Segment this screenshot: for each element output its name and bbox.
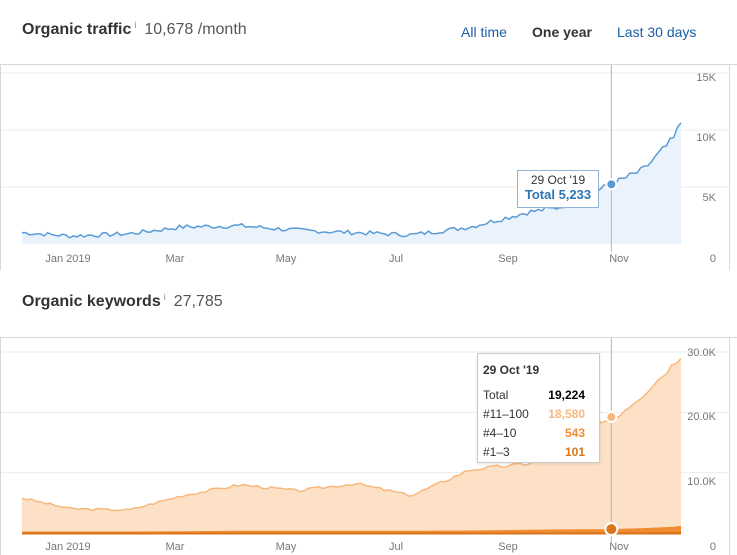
keywords-xtick: Jan 2019 (45, 541, 90, 553)
tooltip-row-label: Total (483, 388, 509, 402)
traffic-value: 10,678 /month (144, 21, 247, 38)
keywords-ytick: 20.0K (687, 411, 716, 423)
traffic-ytick: 0 (710, 253, 716, 265)
keywords-xtick: Nov (609, 541, 629, 553)
keywords-tooltip-rows: Total 19,224 #11–100 18,580 #4–10 543 #1–3 1… (483, 386, 585, 462)
keywords-tooltip: 29 Oct '19 Total 19,224 #11–100 18,580 #4–… (477, 353, 600, 463)
keywords-hover-point-11-100 (605, 411, 618, 424)
traffic-xtick: Nov (609, 253, 629, 265)
traffic-title-row: Organic traffic i 10,678 /month (22, 20, 247, 39)
tooltip-row-total: Total 19,224 (483, 386, 585, 405)
keywords-hover-point-top (604, 522, 619, 537)
tooltip-row-1-3: #1–3 101 (483, 443, 585, 462)
traffic-chart[interactable]: 15K 10K 5K 0 Jan 2019 Mar May Jul Sep No… (0, 0, 737, 270)
tooltip-row-value: 543 (564, 426, 585, 440)
keywords-value: 27,785 (173, 293, 223, 310)
traffic-xtick: Sep (498, 253, 518, 265)
keywords-xtick: May (276, 541, 297, 553)
keywords-xtick: Mar (166, 541, 185, 553)
tooltip-row-value: 18,580 (548, 407, 585, 421)
keywords-area-11-100 (22, 358, 681, 533)
traffic-xtick: May (276, 253, 297, 265)
keywords-title: Organic keywords (22, 293, 161, 310)
keywords-area-4-10 (22, 525, 681, 533)
tooltip-row-11-100: #11–100 18,580 (483, 405, 585, 424)
traffic-tooltip-date: 29 Oct '19 (530, 173, 586, 187)
keywords-header: Organic keywords i 27,785 (0, 290, 737, 320)
keywords-xtick: Sep (498, 541, 518, 553)
keywords-ytick: 10.0K (687, 476, 716, 488)
keywords-xtick: Jul (389, 541, 403, 553)
tooltip-row-label: #4–10 (483, 426, 517, 440)
keywords-x-axis: Jan 2019 Mar May Jul Sep Nov (45, 541, 629, 553)
keywords-ytick: 30.0K (687, 347, 716, 359)
keywords-tooltip-date: 29 Oct '19 (483, 363, 540, 377)
traffic-xtick: Mar (166, 253, 185, 265)
traffic-tooltip: 29 Oct '19 Total 5,233 (517, 170, 599, 208)
keywords-info-icon[interactable]: i (163, 292, 166, 302)
tooltip-row-value: 19,224 (548, 388, 585, 402)
traffic-header: Organic traffic i 10,678 /month All time O… (0, 18, 737, 48)
keywords-title-row: Organic keywords i 27,785 (22, 292, 223, 311)
traffic-xtick: Jan 2019 (45, 253, 90, 265)
tooltip-row-label: #1–3 (483, 445, 510, 459)
range-last-30-days[interactable]: Last 30 days (617, 24, 697, 40)
traffic-ytick: 10K (696, 132, 716, 144)
tooltip-row-value: 101 (564, 445, 585, 459)
range-one-year[interactable]: One year (532, 24, 592, 40)
traffic-xtick: Jul (389, 253, 403, 265)
tooltip-row-4-10: #4–10 543 (483, 424, 585, 443)
keywords-ytick: 0 (710, 541, 716, 553)
range-all-time[interactable]: All time (461, 24, 507, 40)
traffic-hover-point (605, 178, 618, 191)
traffic-x-axis: Jan 2019 Mar May Jul Sep Nov (45, 253, 629, 265)
keywords-y-axis: 30.0K 20.0K 10.0K 0 (687, 347, 716, 553)
traffic-ytick: 5K (703, 192, 717, 204)
traffic-title: Organic traffic (22, 21, 132, 38)
traffic-info-icon[interactable]: i (134, 20, 137, 30)
traffic-y-axis: 15K 10K 5K 0 (696, 72, 716, 265)
traffic-area (22, 122, 681, 244)
traffic-ytick: 15K (696, 72, 716, 84)
tooltip-row-label: #11–100 (483, 407, 529, 421)
traffic-tooltip-total: Total 5,233 (524, 187, 592, 202)
